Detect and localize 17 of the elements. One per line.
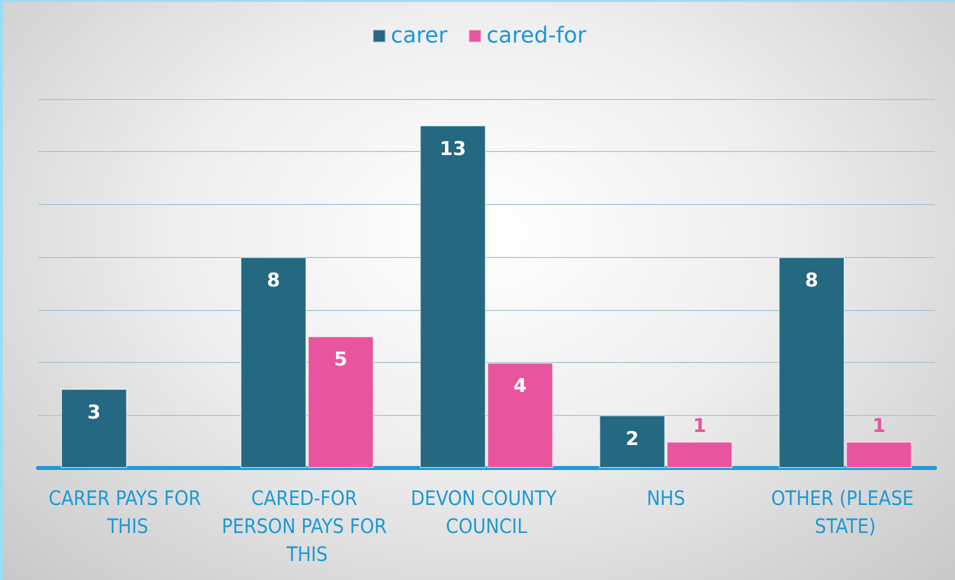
data-label: 1 <box>692 415 706 438</box>
x-tick-label: CARER PAYS FOR THIS <box>48 486 207 538</box>
x-tick-label: OTHER (PLEASE STATE) <box>771 486 920 538</box>
data-label: 1 <box>872 415 886 438</box>
data-label: 2 <box>626 428 639 450</box>
x-tick-label: DEVON COUNTY COUNCIL <box>410 486 562 538</box>
bar <box>61 388 128 468</box>
data-label: 8 <box>805 270 818 292</box>
data-label: 3 <box>87 401 101 424</box>
legend-label: carer <box>390 24 448 48</box>
x-tick-label: CARED-FOR PERSON PAYS FOR THIS <box>222 486 392 566</box>
data-label: 4 <box>514 375 527 398</box>
data-label: 13 <box>440 138 466 160</box>
x-tick-label: NHS <box>646 486 686 510</box>
data-label: 5 <box>334 348 348 371</box>
legend-label: cared-for <box>486 24 588 48</box>
data-label: 8 <box>266 270 280 292</box>
